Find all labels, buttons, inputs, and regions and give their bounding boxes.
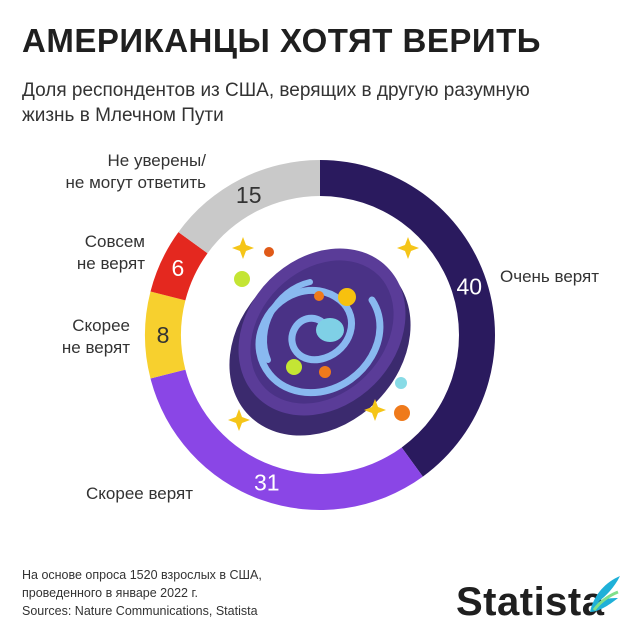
donut-slices [145,160,496,510]
sparkle-icon [228,237,419,431]
footer-line: На основе опроса 1520 взрослых в США, [22,568,262,582]
chart-subtitle: Доля респондентов из США, верящих в друг… [22,80,530,126]
label-not-believe: Совсем не верят [76,232,145,273]
donut-value-labels: 40 31 8 6 15 [157,182,483,496]
label-rather-not-believe: Скорее не верят [61,316,130,357]
donut-slice [150,232,208,301]
slice-value-label: 40 [457,273,483,299]
statista-logo-icon [590,576,620,612]
footer-line: проведенного в январе 2022 г. [22,586,198,600]
planet-icon [234,247,410,421]
chart-title: АМЕРИКАНЦЫ ХОТЯТ ВЕРИТЬ [22,22,541,59]
brand-logo-text: Statista [456,580,605,624]
footer-line: Sources: Nature Communications, Statista [22,604,258,618]
label-unsure: Не уверены/ не могут ответить [65,151,206,192]
donut-slice [150,369,423,510]
slice-value-label: 6 [172,255,185,281]
galaxy-icon [229,248,411,436]
footer-note: На основе опроса 1520 взрослых в США, пр… [22,566,262,620]
label-rather-believe: Скорее верят [86,484,193,503]
donut-slice [178,160,320,254]
slice-value-label: 31 [254,470,280,496]
donut-slice [145,291,186,379]
slice-value-label: 15 [236,182,262,208]
slice-value-label: 8 [157,322,170,348]
donut-slice [320,160,496,477]
label-very-believe: Очень верят [500,267,600,286]
